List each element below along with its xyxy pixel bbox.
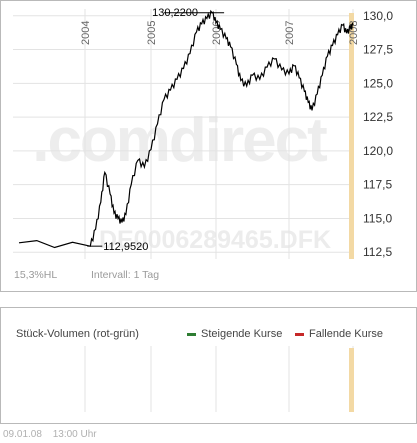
y-axis-ticks: 112,5 115,0 117,5 120,0 122,5 125,0 127,5 130,0 <box>363 9 393 259</box>
legend-rising-label: Steigende Kurse <box>201 328 283 340</box>
volume-chart <box>84 346 354 412</box>
current-period-highlight <box>349 13 354 259</box>
y-tick-label: 117,5 <box>363 178 392 192</box>
legend-falling-swatch <box>295 332 304 336</box>
volume-highlight <box>349 348 354 412</box>
watermark-isin: DE0006289465.DFK <box>99 226 331 254</box>
max-value-label: 130,2200 <box>152 7 198 19</box>
x-axis-ticks: 2004 2005 2006 2007 2008 <box>80 21 360 45</box>
price-line <box>18 9 354 249</box>
y-tick-label: 122,5 <box>363 110 393 124</box>
x-tick-label: 2008 <box>348 21 360 45</box>
legend-rising: Steigende Kurse <box>187 328 282 340</box>
volume-chart-panel: Stück-Volumen (rot-grün) Steigende Kurse… <box>0 307 417 424</box>
y-tick-label: 120,0 <box>363 144 393 158</box>
legend-falling-label: Fallende Kurse <box>309 328 383 340</box>
volume-grid <box>84 346 354 412</box>
volume-title: Stück-Volumen (rot-grün) <box>16 328 139 340</box>
footer-date: 09.01.08 <box>3 429 42 440</box>
hl-label: 15,3%HL <box>14 269 58 281</box>
interval-label: Intervall: 1 Tag <box>91 269 160 281</box>
x-tick-label: 2007 <box>284 21 296 45</box>
footer-time: 13:00 Uhr <box>52 429 97 440</box>
min-value-label: 112,9520 <box>103 241 148 253</box>
price-annotations: 130,2200 112,9520 <box>87 7 225 253</box>
watermark-brand: .comdirect <box>32 106 327 175</box>
legend-falling: Fallende Kurse <box>295 328 383 340</box>
y-tick-label: 130,0 <box>363 9 393 23</box>
price-chart: .comdirect DE0006289465.DFK 2004 2005 2006… <box>13 7 393 259</box>
y-tick-label: 112,5 <box>363 245 392 259</box>
x-tick-label: 2004 <box>80 21 92 45</box>
y-tick-label: 125,0 <box>363 76 393 90</box>
price-grid <box>13 9 354 259</box>
y-tick-label: 127,5 <box>363 43 393 57</box>
legend-rising-swatch <box>187 332 196 336</box>
x-tick-label: 2005 <box>146 21 158 45</box>
footer-timestamp: 09.01.08 13:00 Uhr <box>3 429 105 440</box>
price-chart-panel: .comdirect DE0006289465.DFK 2004 2005 2006… <box>0 0 417 292</box>
y-tick-label: 115,0 <box>363 211 392 225</box>
